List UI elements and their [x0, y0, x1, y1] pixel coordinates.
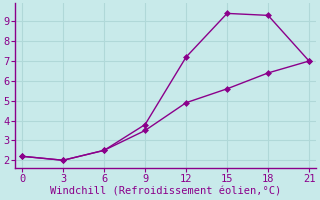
X-axis label: Windchill (Refroidissement éolien,°C): Windchill (Refroidissement éolien,°C): [50, 187, 281, 197]
